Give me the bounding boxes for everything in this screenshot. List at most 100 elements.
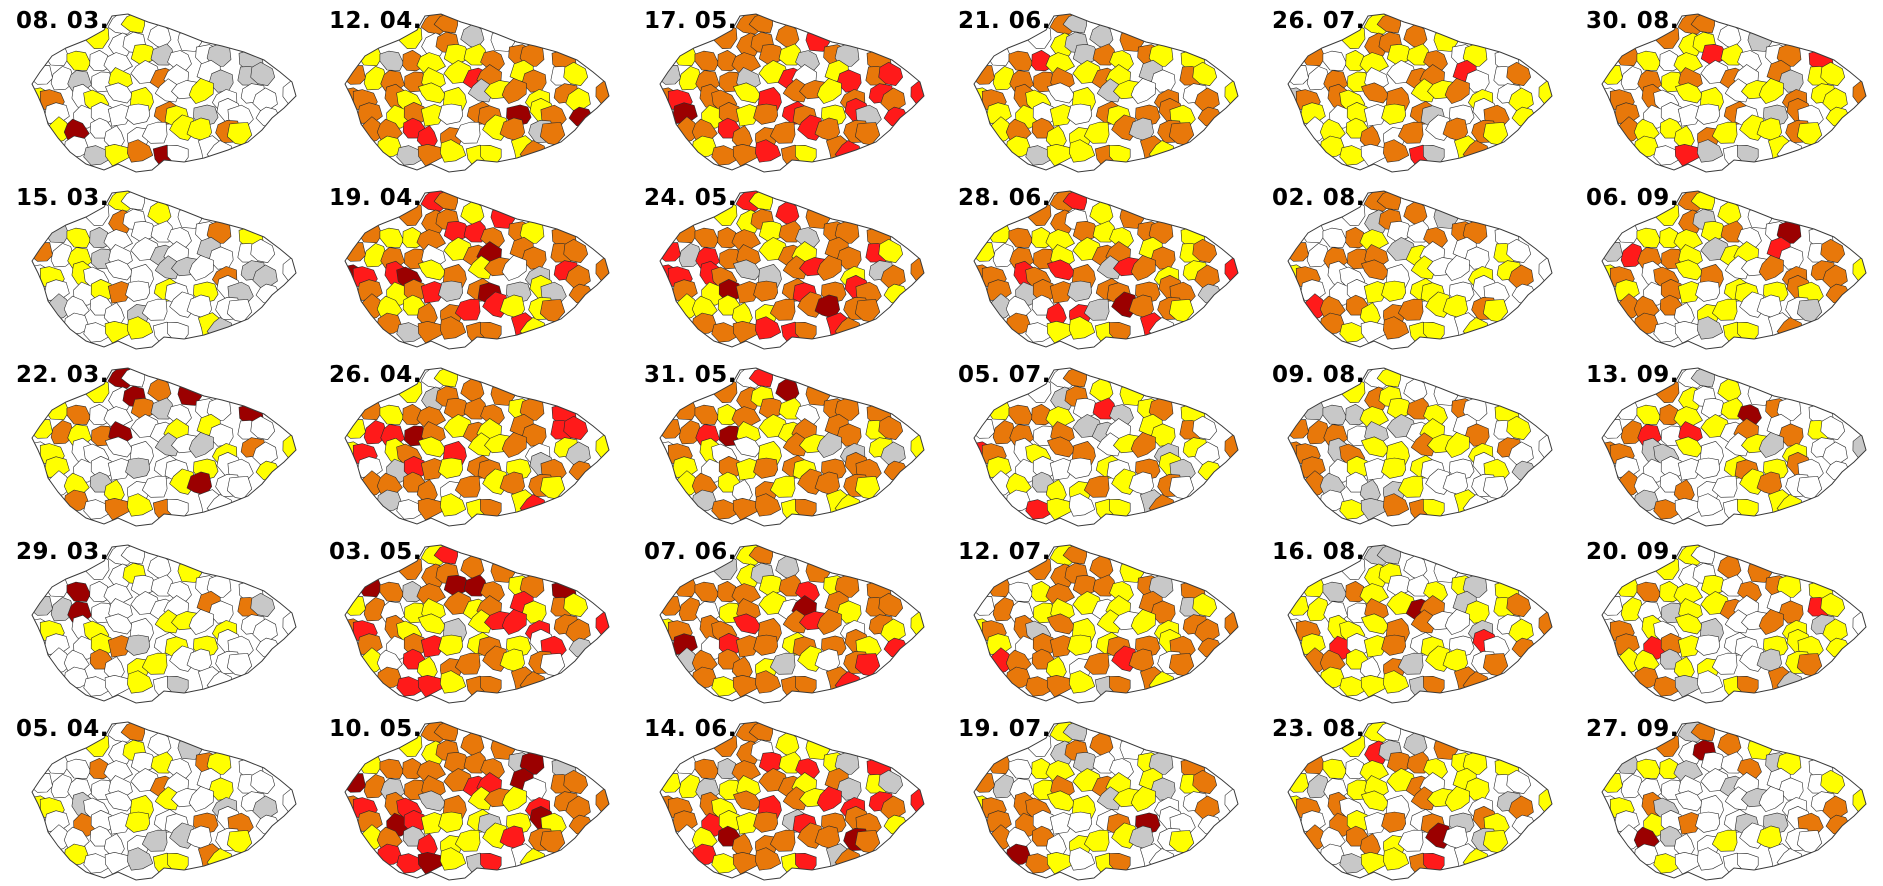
map-panel: 06. 09. [1570,177,1883,354]
district-region [1046,144,1073,167]
map-panel: 12. 04. [313,0,627,177]
district-region [1398,121,1424,144]
map-panel: 05. 04. [0,708,314,885]
district-region [1363,458,1386,481]
choropleth-map [1601,13,1867,173]
district-region [1301,751,1326,775]
district-region [379,581,404,602]
district-region [420,281,443,304]
district-region [66,758,91,779]
district-region [142,652,168,675]
country-outline [1287,544,1553,704]
district-region [1506,769,1532,794]
district-region [1636,227,1661,248]
district-region [1049,635,1072,658]
district-region [358,751,383,775]
district-region [1381,634,1406,656]
district-region [735,104,758,127]
choropleth-map [1287,721,1553,881]
district-region [1084,475,1110,498]
district-region [735,281,758,304]
district-region [563,415,589,440]
panel-date-label: 16. 08. [1272,539,1365,565]
district-region [32,773,53,793]
district-region [1096,255,1122,280]
map-panel: 07. 06. [628,531,942,708]
district-region [1758,609,1784,635]
district-region [1301,574,1326,598]
district-region [1602,419,1623,439]
district-region [753,103,778,125]
district-region [1084,298,1110,321]
district-region [816,786,842,812]
district-region [563,592,589,617]
district-region [1383,139,1410,163]
district-region [358,43,383,67]
district-region [1360,852,1387,875]
district-region [104,144,131,167]
district-region [1506,238,1532,263]
district-region [418,82,447,104]
district-region [755,316,782,340]
country-outline [31,721,297,881]
district-region [1008,227,1033,248]
district-region [1047,82,1076,104]
choropleth-map [659,367,925,527]
district-region [1047,613,1076,635]
district-region [250,769,276,794]
choropleth-map [1601,721,1867,881]
district-region [127,670,154,694]
district-region [660,65,681,85]
district-region [1361,82,1390,104]
panel-date-label: 22. 03. [16,362,109,388]
map-panel: 21. 06. [942,0,1256,177]
choropleth-map [1601,544,1867,704]
district-region [345,65,366,85]
map-panel: 03. 05. [313,531,627,708]
district-region [107,635,130,658]
district-region [1677,635,1700,658]
country-outline [344,13,610,173]
district-region [1398,829,1424,852]
district-region [418,613,447,635]
district-region [1602,242,1623,262]
district-region [1008,581,1033,602]
district-region [188,432,214,458]
district-region [1674,675,1701,698]
country-outline [344,544,610,704]
district-region [1675,436,1704,458]
map-panel: 29. 03. [0,531,314,708]
district-region [1381,103,1406,125]
district-region [154,609,180,634]
district-region [770,652,796,675]
map-panel: 28. 06. [942,177,1256,354]
district-region [673,574,698,598]
map-panel: 31. 05. [628,354,942,531]
district-region [440,316,467,340]
choropleth-map [659,13,925,173]
district-region [1067,280,1092,302]
choropleth-map [973,13,1239,173]
panel-date-label: 24. 05. [644,185,737,211]
district-region [1724,78,1750,103]
district-region [1675,82,1704,104]
district-region [673,751,698,775]
district-region [1301,43,1326,67]
district-region [417,498,444,521]
district-region [770,298,796,321]
choropleth-map [659,544,925,704]
panel-date-label: 09. 08. [1272,362,1365,388]
country-outline [1287,367,1553,527]
country-outline [31,190,297,350]
district-region [45,43,70,67]
district-region [660,419,681,439]
choropleth-map [31,721,297,881]
panel-date-label: 26. 04. [329,362,422,388]
district-region [32,242,53,262]
district-region [127,847,154,871]
district-region [1046,852,1073,875]
district-region [420,812,443,835]
district-region [563,61,589,86]
district-region [1758,432,1784,458]
choropleth-map [31,367,297,527]
